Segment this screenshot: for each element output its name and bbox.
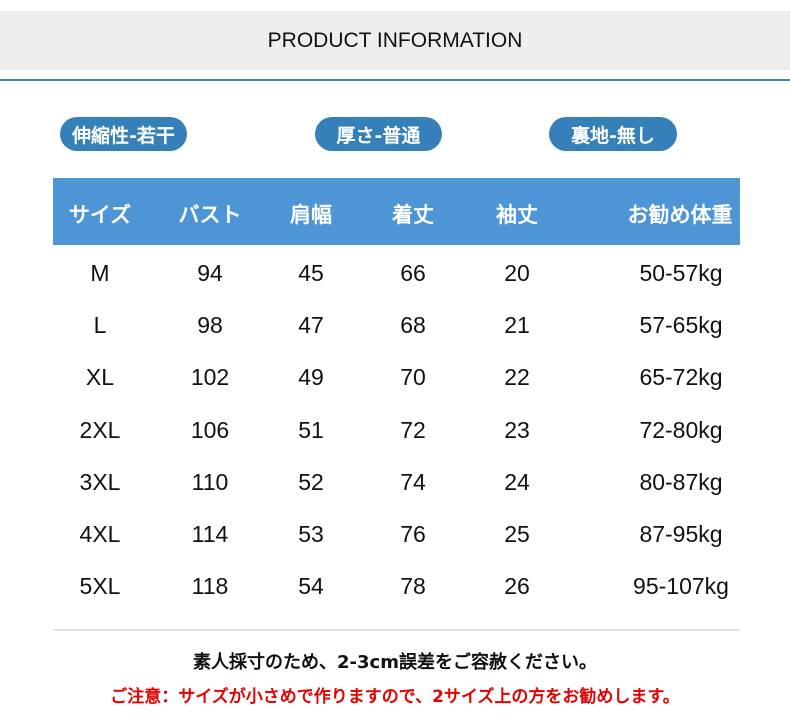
column-header: バスト	[178, 203, 242, 227]
table-cell: XL	[85, 364, 115, 390]
table-cell: 57-65kg	[639, 312, 723, 338]
table-row: 5XL 118 54 78 26 95-107kg	[0, 573, 790, 603]
column-header: 着丈	[392, 203, 434, 227]
measurement-note: 素人採寸のため、2-3cm誤差をご容赦ください。	[193, 652, 597, 673]
tag-stretch: 伸縮性-若干	[60, 117, 187, 151]
table-cell: 66	[400, 260, 426, 286]
table-cell: 2XL	[79, 417, 121, 443]
table-cell: 53	[298, 521, 324, 547]
table-cell: 47	[298, 312, 324, 338]
table-cell: 65-72kg	[639, 364, 723, 390]
column-header: 肩幅	[290, 203, 332, 227]
table-cell: 98	[197, 312, 223, 338]
table-row: 2XL 106 51 72 23 72-80kg	[0, 417, 790, 447]
table-cell: 95-107kg	[633, 573, 729, 599]
table-cell: 24	[504, 469, 530, 495]
table-cell: 114	[191, 521, 229, 547]
table-cell: 70	[400, 364, 426, 390]
table-row: XL 102 49 70 22 65-72kg	[0, 364, 790, 394]
table-cell: L	[93, 312, 107, 338]
tag-thickness: 厚さ-普通	[315, 117, 442, 151]
table-cell: 68	[400, 312, 426, 338]
table-cell: 25	[504, 521, 530, 547]
table-cell: 102	[190, 364, 230, 390]
table-cell: 118	[191, 573, 229, 599]
table-cell: 78	[400, 573, 426, 599]
tag-lining: 裏地-無し	[549, 117, 677, 151]
header-divider	[0, 79, 790, 81]
caution-note: ご注意：サイズが小さめで作りますので、2サイズ上の方をお勧めします。	[110, 687, 680, 707]
table-divider	[53, 629, 740, 631]
table-cell: 72	[400, 417, 426, 443]
table-cell: 20	[504, 260, 530, 286]
table-cell: 50-57kg	[639, 260, 723, 286]
size-table-header	[53, 178, 740, 245]
column-header: お勧め体重	[627, 203, 733, 227]
table-cell: 94	[197, 260, 223, 286]
table-cell: 80-87kg	[639, 469, 723, 495]
table-cell: 4XL	[79, 521, 121, 547]
table-cell: 23	[504, 417, 530, 443]
table-cell: 54	[298, 573, 324, 599]
table-cell: M	[90, 260, 110, 286]
section-title: PRODUCT INFORMATION	[267, 28, 523, 52]
table-cell: 22	[504, 364, 530, 390]
table-cell: 45	[298, 260, 324, 286]
table-cell: 87-95kg	[639, 521, 723, 547]
table-cell: 110	[191, 469, 229, 495]
table-cell: 52	[298, 469, 324, 495]
table-cell: 72-80kg	[639, 417, 723, 443]
table-cell: 26	[504, 573, 530, 599]
column-header: 袖丈	[496, 203, 538, 227]
table-row: L 98 47 68 21 57-65kg	[0, 312, 790, 342]
table-row: M 94 45 66 20 50-57kg	[0, 260, 790, 290]
section-header: PRODUCT INFORMATION	[0, 11, 790, 70]
table-row: 4XL 114 53 76 25 87-95kg	[0, 521, 790, 551]
table-cell: 49	[298, 364, 324, 390]
table-cell: 3XL	[79, 469, 121, 495]
table-cell: 76	[400, 521, 426, 547]
table-cell: 106	[190, 417, 230, 443]
table-cell: 21	[504, 312, 530, 338]
table-row: 3XL 110 52 74 24 80-87kg	[0, 469, 790, 499]
column-header: サイズ	[68, 203, 132, 227]
table-cell: 74	[400, 469, 426, 495]
table-cell: 5XL	[79, 573, 121, 599]
table-cell: 51	[298, 417, 324, 443]
